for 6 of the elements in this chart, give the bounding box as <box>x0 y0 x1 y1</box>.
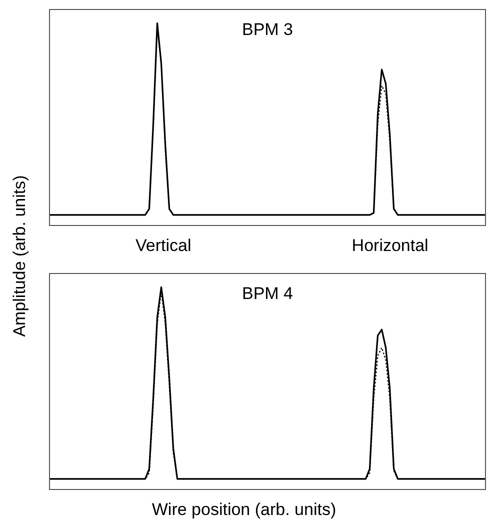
chart-title: BPM 4 <box>242 284 294 304</box>
x-axis-title: Wire position (arb. units) <box>150 500 338 520</box>
y-axis-title: Amplitude (arb. units) <box>10 174 30 339</box>
chart-title: BPM 3 <box>242 20 294 40</box>
text: Horizontal <box>352 236 428 256</box>
text: Vertical <box>135 236 192 256</box>
